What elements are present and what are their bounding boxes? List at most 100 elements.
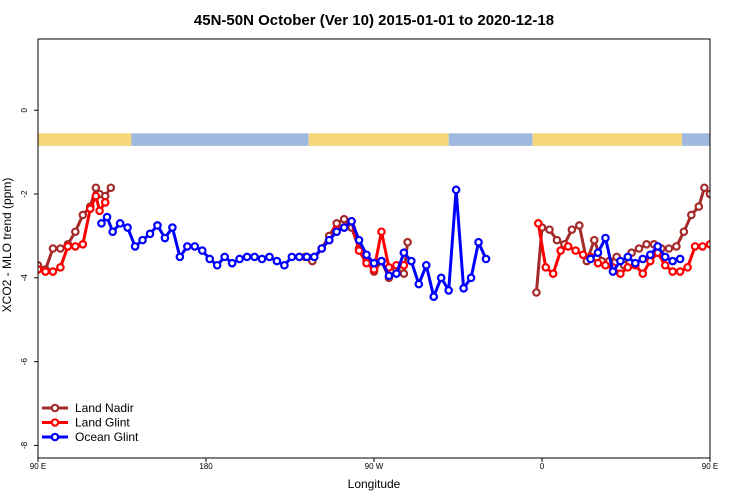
data-point	[668, 267, 677, 276]
data-point	[56, 244, 65, 253]
data-point	[407, 256, 416, 266]
land-ocean-band	[38, 133, 710, 146]
data-point	[459, 284, 468, 293]
data-point	[106, 183, 116, 193]
data-point	[295, 252, 304, 262]
data-point	[642, 240, 651, 249]
data-point	[716, 185, 722, 191]
legend-label: Land Nadir	[75, 401, 134, 415]
data-point	[85, 204, 95, 213]
data-point	[197, 246, 207, 255]
series-group	[38, 183, 739, 301]
data-point	[168, 223, 177, 232]
data-point	[616, 269, 625, 278]
data-point	[668, 256, 677, 266]
legend-item: Land Nadir	[42, 401, 134, 415]
data-point	[541, 263, 551, 272]
data-point	[638, 254, 648, 264]
data-point	[421, 260, 431, 270]
data-point	[97, 219, 106, 228]
data-point	[205, 254, 215, 264]
data-point	[623, 252, 633, 262]
data-point	[623, 263, 633, 272]
x-axis-label: Longitude	[348, 477, 401, 491]
y-tick-label: 0	[20, 107, 29, 112]
legend-swatch-marker	[50, 432, 60, 442]
y-axis-label: XCO2 - MLO trend (ppm)	[0, 178, 14, 313]
data-point	[709, 194, 710, 199]
data-point	[242, 252, 252, 262]
data-point	[138, 235, 147, 245]
data-point	[384, 271, 394, 281]
data-point	[38, 265, 43, 274]
data-point	[354, 246, 364, 255]
data-point	[532, 288, 541, 297]
data-point	[567, 225, 577, 234]
data-point	[593, 258, 603, 268]
data-point	[175, 252, 185, 262]
x-tick-label: 180	[199, 462, 213, 471]
legend-item: Land Glint	[42, 416, 130, 430]
data-point	[593, 248, 603, 257]
data-point	[78, 210, 88, 220]
data-point	[399, 269, 409, 278]
data-point	[63, 242, 73, 251]
data-point	[354, 235, 364, 245]
data-point	[71, 227, 80, 237]
data-point	[212, 260, 222, 270]
data-point	[309, 252, 319, 262]
data-point	[362, 250, 371, 260]
data-point	[235, 254, 244, 264]
data-point	[220, 252, 229, 262]
data-point	[91, 191, 101, 201]
data-point	[272, 256, 282, 266]
legend-swatch-marker	[50, 418, 60, 427]
data-point	[332, 227, 341, 237]
data-point	[634, 244, 644, 253]
data-point	[265, 252, 274, 262]
data-point	[675, 267, 685, 276]
data-point	[190, 242, 200, 251]
y-tick-label: -4	[20, 274, 29, 282]
data-point	[589, 235, 599, 245]
x-axis: 90 E 180 90 W 0 90 E	[30, 458, 718, 471]
data-point	[586, 254, 595, 264]
data-point	[653, 242, 663, 251]
band-segment-land	[532, 133, 682, 146]
data-point	[100, 198, 110, 207]
y-tick-label: -8	[20, 441, 29, 449]
data-point	[466, 273, 476, 283]
data-point	[339, 223, 349, 232]
data-point	[403, 237, 412, 247]
legend-swatch-marker	[50, 403, 60, 413]
data-point	[608, 267, 618, 276]
data-point	[399, 248, 409, 257]
data-point	[56, 263, 65, 272]
data-point	[108, 227, 117, 237]
data-point	[123, 223, 132, 232]
data-point	[347, 216, 356, 226]
data-point	[250, 252, 259, 262]
series-2	[97, 185, 739, 301]
data-point	[369, 258, 379, 268]
data-point	[414, 279, 424, 289]
band-segment-ocean	[131, 133, 309, 146]
y-axis: 0 -2 -4 -6 -8	[20, 107, 38, 449]
data-point	[227, 258, 237, 268]
data-point	[563, 242, 573, 251]
data-point	[556, 246, 565, 255]
series-line	[100, 188, 488, 299]
data-point	[578, 250, 588, 260]
data-point	[601, 260, 610, 270]
data-point	[733, 229, 739, 235]
data-point	[616, 256, 625, 266]
data-point	[679, 227, 689, 237]
data-point	[548, 269, 558, 278]
data-point	[392, 269, 401, 278]
data-point	[700, 183, 709, 193]
data-point	[362, 258, 371, 268]
data-point	[672, 242, 681, 251]
data-point	[91, 183, 101, 193]
data-point	[664, 244, 674, 253]
data-point	[145, 229, 155, 239]
